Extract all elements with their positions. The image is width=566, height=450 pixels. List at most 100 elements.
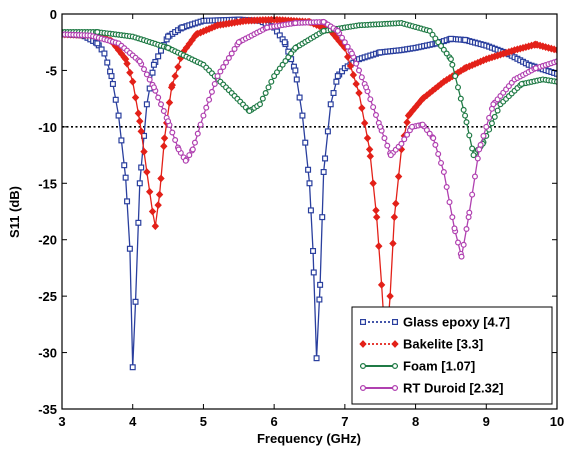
series-marker xyxy=(462,112,469,119)
series-marker xyxy=(292,44,299,51)
legend-label: Foam [1.07] xyxy=(403,359,475,374)
x-tick-label: 5 xyxy=(200,414,207,429)
series-marker xyxy=(123,59,131,68)
series-marker xyxy=(463,225,470,232)
series-marker xyxy=(394,172,403,181)
series-marker xyxy=(390,213,399,222)
x-tick-label: 10 xyxy=(550,414,564,429)
series-marker xyxy=(165,118,172,125)
series-marker xyxy=(320,18,327,25)
series-marker xyxy=(121,162,128,169)
legend: Glass epoxy [4.7] Bakelite [3.3] Foam [1.0… xyxy=(351,306,553,405)
series-marker xyxy=(330,89,337,96)
series-marker xyxy=(281,39,288,46)
series-marker xyxy=(246,108,253,115)
series-marker xyxy=(377,49,384,56)
series-marker xyxy=(463,119,470,126)
series-marker xyxy=(131,93,140,102)
series-marker xyxy=(430,135,437,142)
series-marker xyxy=(532,65,539,72)
series-marker xyxy=(288,50,295,57)
series-marker xyxy=(316,296,323,303)
series-marker xyxy=(197,121,204,128)
series-marker xyxy=(460,241,467,248)
series-marker xyxy=(443,50,450,57)
series-marker xyxy=(346,61,355,70)
legend-swatch-marker xyxy=(391,340,399,348)
series-marker xyxy=(268,78,275,85)
legend-label: Glass epoxy [4.7] xyxy=(403,315,510,330)
y-tick-label: -30 xyxy=(38,346,57,361)
series-marker xyxy=(186,152,193,159)
series-marker xyxy=(203,104,210,111)
series-marker xyxy=(112,96,119,103)
series-marker xyxy=(151,222,160,231)
series-marker xyxy=(282,58,289,65)
series-marker xyxy=(285,54,292,61)
x-tick-label: 4 xyxy=(129,414,137,429)
series-marker xyxy=(138,164,145,171)
legend-swatch-marker xyxy=(360,385,367,392)
series-marker xyxy=(366,152,374,161)
series-marker xyxy=(381,135,388,142)
series-marker xyxy=(438,42,445,49)
series-marker xyxy=(449,214,456,221)
legend-label: RT Duroid [2.32] xyxy=(403,381,503,396)
series-marker xyxy=(257,101,264,108)
series-marker xyxy=(457,95,464,102)
series-marker xyxy=(435,39,442,46)
series-marker xyxy=(429,31,436,38)
x-tick-label: 3 xyxy=(58,414,65,429)
series-marker xyxy=(306,180,313,187)
legend-swatch-marker xyxy=(392,319,399,326)
series-marker xyxy=(179,24,186,31)
series-marker xyxy=(339,34,346,41)
series-marker xyxy=(135,219,142,226)
series-marker xyxy=(483,123,490,130)
series-marker xyxy=(469,191,476,198)
y-axis-label: S11 (dB) xyxy=(7,186,22,238)
series-marker xyxy=(377,123,384,130)
series-marker xyxy=(494,107,501,114)
series-marker xyxy=(155,94,162,101)
series-marker xyxy=(392,199,400,208)
series-marker xyxy=(292,20,299,27)
series-marker xyxy=(109,80,116,87)
series-marker xyxy=(126,245,133,252)
series-marker xyxy=(471,173,478,180)
series-marker xyxy=(375,242,383,251)
series-marker xyxy=(460,106,467,113)
series-marker xyxy=(447,56,454,63)
series-marker xyxy=(217,68,224,75)
series-marker xyxy=(194,130,201,137)
series-marker xyxy=(136,58,143,65)
series-marker xyxy=(443,184,450,191)
series-marker xyxy=(137,127,145,136)
series-marker xyxy=(154,201,162,210)
series-marker xyxy=(307,207,314,214)
series-marker xyxy=(115,112,122,119)
series-marker xyxy=(465,214,472,221)
series-marker xyxy=(299,112,306,119)
series-marker xyxy=(122,174,129,181)
series-marker xyxy=(225,55,232,62)
series-marker xyxy=(101,50,108,57)
series-marker xyxy=(333,78,340,85)
series-marker xyxy=(174,63,182,71)
series-marker xyxy=(157,174,165,183)
series-marker xyxy=(372,206,380,215)
series-marker xyxy=(389,239,397,248)
series-marker xyxy=(404,131,411,138)
series-marker xyxy=(486,114,493,121)
series-marker xyxy=(322,155,329,162)
series-marker xyxy=(235,39,242,46)
series-marker xyxy=(532,40,540,49)
series-marker xyxy=(262,89,269,96)
series-marker xyxy=(356,67,363,74)
series-marker xyxy=(398,140,405,147)
series-marker xyxy=(461,64,469,73)
series-marker xyxy=(148,207,157,216)
series-marker xyxy=(348,50,355,57)
legend-swatch-marker xyxy=(359,340,367,348)
y-tick-label: 0 xyxy=(50,7,57,22)
